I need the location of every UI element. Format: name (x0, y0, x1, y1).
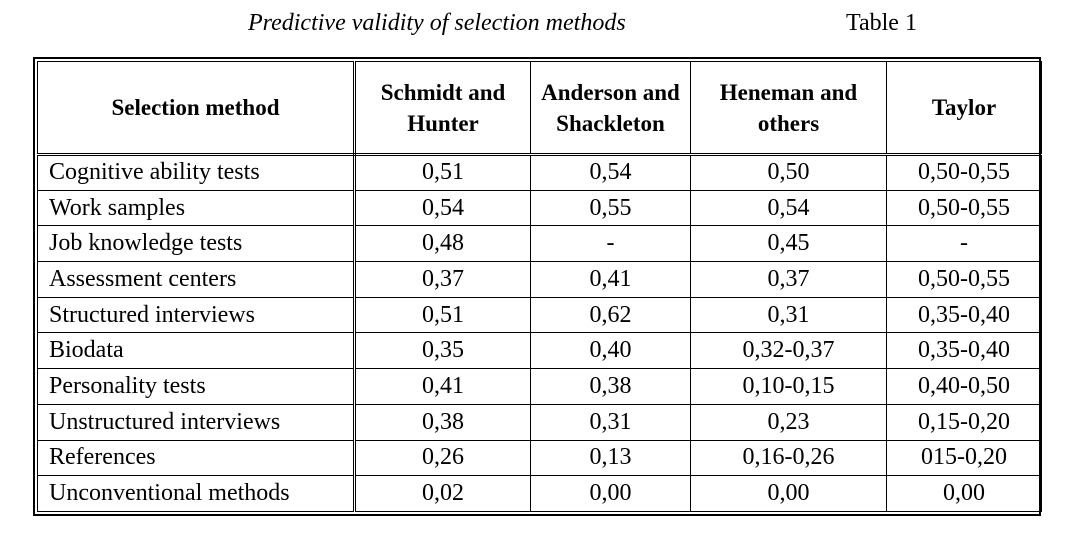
value-cell: 0,00 (530, 475, 691, 512)
method-name-cell: Unstructured interviews (37, 403, 356, 441)
value-cell: 0,41 (530, 261, 691, 298)
table-row: Work samples 0,54 0,55 0,54 0,50-0,55 (37, 189, 1042, 227)
value-cell: 0,35-0,40 (886, 332, 1042, 370)
value-cell: 0,37 (690, 261, 887, 298)
value-cell: 0,45 (690, 225, 887, 263)
value-cell: 0,23 (690, 403, 887, 441)
value-cell: 0,54 (690, 189, 887, 227)
value-cell: 0,41 (354, 368, 531, 405)
table-row: Assessment centers 0,37 0,41 0,37 0,50-0… (37, 261, 1042, 298)
table-header-row: Selection method Schmidt and Hunter Ande… (37, 61, 1042, 156)
table-row: Biodata 0,35 0,40 0,32-0,37 0,35-0,40 (37, 332, 1042, 370)
value-cell: 0,32-0,37 (690, 332, 887, 370)
column-header-schmidt-hunter: Schmidt and Hunter (354, 61, 531, 156)
value-cell: 0,54 (354, 189, 531, 227)
value-cell: 0,00 (690, 475, 887, 512)
method-name-cell: Job knowledge tests (37, 225, 356, 263)
column-header-taylor: Taylor (886, 61, 1042, 156)
validity-table: Selection method Schmidt and Hunter Ande… (37, 61, 1042, 512)
value-cell: 0,10-0,15 (690, 368, 887, 405)
table-row: Personality tests 0,41 0,38 0,10-0,15 0,… (37, 368, 1042, 405)
value-cell: 0,38 (530, 368, 691, 405)
column-header-anderson-shackleton: Anderson and Shackleton (530, 61, 691, 156)
value-cell: 0,02 (354, 475, 531, 512)
value-cell: 0,40-0,50 (886, 368, 1042, 405)
method-name-cell: Structured interviews (37, 296, 356, 334)
method-name-cell: Biodata (37, 332, 356, 370)
value-cell: 0,50-0,55 (886, 154, 1042, 191)
value-cell: 0,35 (354, 332, 531, 370)
value-cell: 0,38 (354, 403, 531, 441)
value-cell: 0,51 (354, 296, 531, 334)
table-row: Cognitive ability tests 0,51 0,54 0,50 0… (37, 154, 1042, 191)
table-row: Unstructured interviews 0,38 0,31 0,23 0… (37, 403, 1042, 441)
value-cell: 0,31 (690, 296, 887, 334)
value-cell: 0,13 (530, 439, 691, 477)
method-name-cell: Work samples (37, 189, 356, 227)
method-name-cell: Unconventional methods (37, 475, 356, 512)
value-cell: 0,31 (530, 403, 691, 441)
value-cell: - (530, 225, 691, 263)
value-cell: 0,62 (530, 296, 691, 334)
table-caption-title: Predictive validity of selection methods (248, 10, 626, 36)
value-cell: 0,26 (354, 439, 531, 477)
value-cell: - (886, 225, 1042, 263)
method-name-cell: Assessment centers (37, 261, 356, 298)
table-row: Structured interviews 0,51 0,62 0,31 0,3… (37, 296, 1042, 334)
value-cell: 0,35-0,40 (886, 296, 1042, 334)
value-cell: 0,48 (354, 225, 531, 263)
table-row: Unconventional methods 0,02 0,00 0,00 0,… (37, 475, 1042, 512)
value-cell: 0,16-0,26 (690, 439, 887, 477)
value-cell: 0,37 (354, 261, 531, 298)
value-cell: 0,15-0,20 (886, 403, 1042, 441)
value-cell: 0,00 (886, 475, 1042, 512)
table-row: References 0,26 0,13 0,16-0,26 015-0,20 (37, 439, 1042, 477)
value-cell: 0,55 (530, 189, 691, 227)
value-cell: 015-0,20 (886, 439, 1042, 477)
value-cell: 0,50 (690, 154, 887, 191)
value-cell: 0,50-0,55 (886, 261, 1042, 298)
column-header-selection-method: Selection method (37, 61, 356, 156)
method-name-cell: Personality tests (37, 368, 356, 405)
method-name-cell: References (37, 439, 356, 477)
table-row: Job knowledge tests 0,48 - 0,45 - (37, 225, 1042, 263)
value-cell: 0,51 (354, 154, 531, 191)
column-header-heneman: Heneman and others (690, 61, 887, 156)
value-cell: 0,50-0,55 (886, 189, 1042, 227)
value-cell: 0,40 (530, 332, 691, 370)
method-name-cell: Cognitive ability tests (37, 154, 356, 191)
validity-table-frame: Selection method Schmidt and Hunter Ande… (33, 57, 1042, 516)
table-number-label: Table 1 (846, 10, 917, 36)
value-cell: 0,54 (530, 154, 691, 191)
